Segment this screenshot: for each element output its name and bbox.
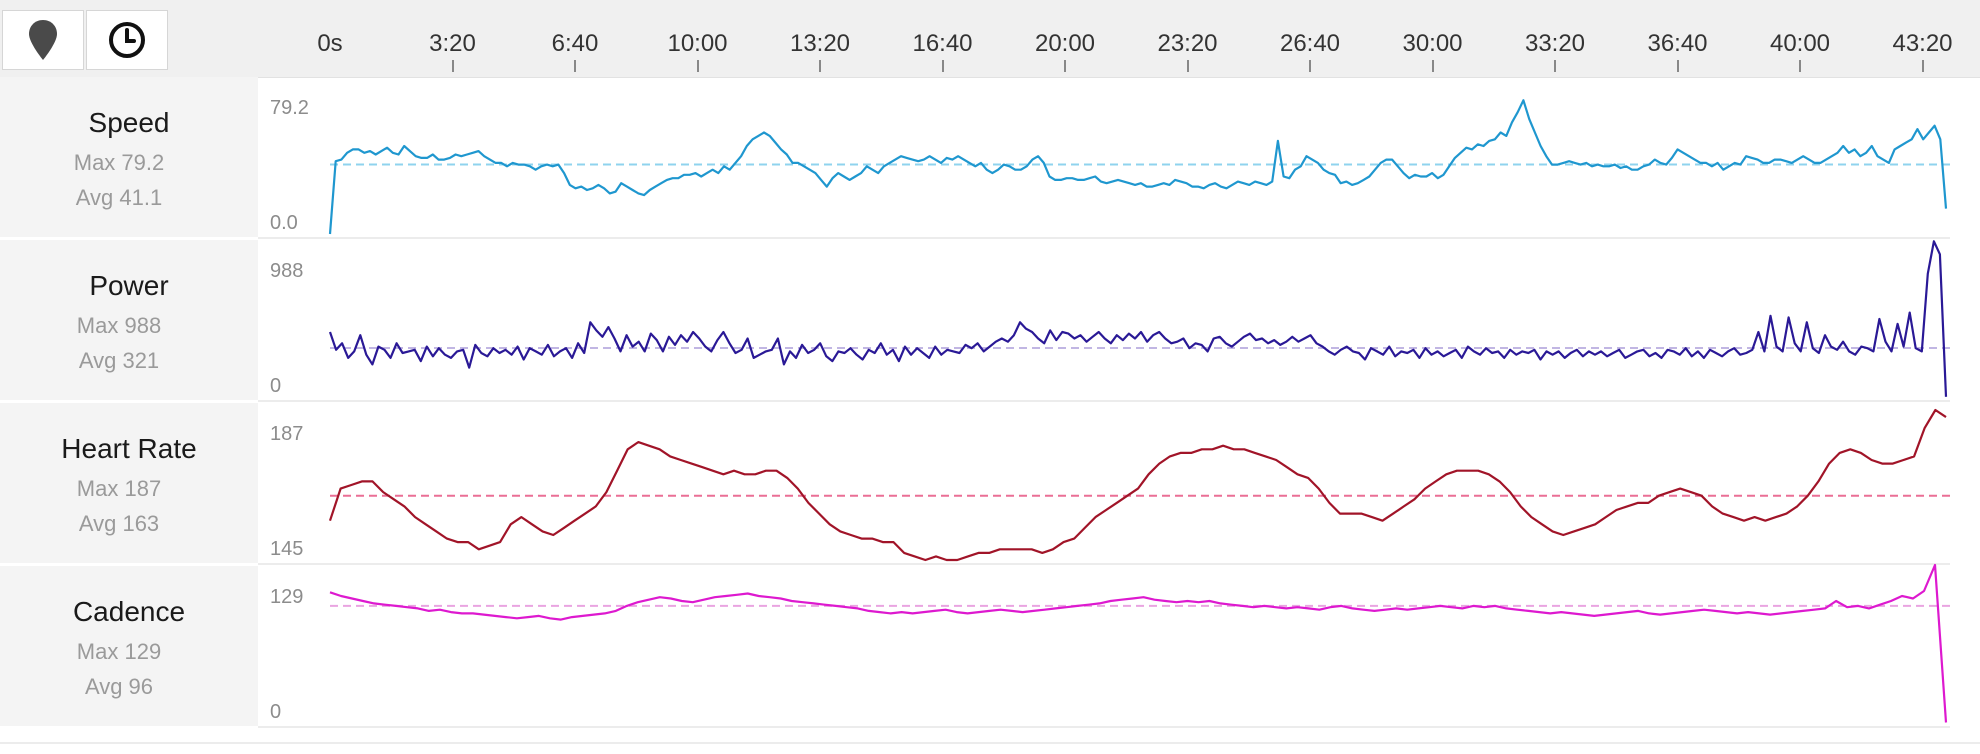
metric-name: Heart Rate <box>61 433 197 464</box>
time-tick-label: 26:40 <box>1279 30 1341 57</box>
metric-avg: Avg 321 <box>78 348 160 373</box>
time-tick-mark <box>941 60 944 72</box>
time-tick-mark <box>1676 60 1679 72</box>
time-tick-mark <box>1186 60 1189 72</box>
time-tick-label: 6:40 <box>551 30 599 57</box>
series-line-heart-rate <box>328 408 1947 562</box>
time-tick-label: 3:20 <box>429 30 476 57</box>
metric-chart-cadence[interactable] <box>258 566 1950 728</box>
y-axis-min-label: 0 <box>270 375 282 397</box>
map-pin-icon <box>29 20 57 60</box>
metric-name: Cadence <box>72 596 186 627</box>
time-tick-mark <box>819 60 821 72</box>
metric-max: Max 187 <box>76 476 162 501</box>
metric-chart-heart-rate[interactable] <box>258 403 1950 565</box>
metric-name: Power <box>89 270 169 301</box>
time-axis-header: 0s 3:20 6:40 10:00 13:20 16:40 20:00 23:20 26:40… <box>0 0 1980 78</box>
y-axis-max-label: 187 <box>270 423 304 445</box>
metric-label-panel-heart-rate: Heart Rate Max 187 Avg 163 <box>0 403 258 565</box>
clock-icon <box>109 22 145 58</box>
metric-chart-speed[interactable] <box>258 77 1950 239</box>
time-tick-label: 23:20 <box>1157 30 1218 57</box>
metric-label-panel-power: Power Max 988 Avg 321 <box>0 240 258 402</box>
series-line-speed <box>328 99 1948 235</box>
series-line-power <box>328 240 1948 397</box>
metric-max: Max 988 <box>76 313 162 338</box>
time-tick-mark <box>1309 60 1311 72</box>
map-view-button[interactable] <box>2 10 84 70</box>
time-tick-mark <box>574 60 576 72</box>
series-line-cadence <box>329 563 1948 723</box>
metric-avg: Avg 96 <box>84 674 154 699</box>
time-tick-mark <box>451 60 454 72</box>
time-tick-label: 36:40 <box>1647 30 1708 57</box>
time-tick-label: 13:20 <box>789 30 851 57</box>
time-tick-mark <box>1554 60 1556 72</box>
time-tick-mark <box>1431 60 1434 72</box>
time-tick-label: 0s <box>317 30 343 57</box>
time-view-button[interactable] <box>86 10 168 70</box>
time-tick-label: 10:00 <box>667 30 728 57</box>
time-tick-label: 33:20 <box>1524 30 1586 57</box>
time-tick-label: 20:00 <box>1034 30 1096 57</box>
time-tick-label: 40:00 <box>1769 30 1831 57</box>
time-tick-mark <box>1064 60 1066 72</box>
y-axis-max-label: 79.2 <box>270 97 309 119</box>
metric-avg: Avg 163 <box>78 511 160 536</box>
metric-avg: Avg 41.1 <box>75 185 163 210</box>
metric-name: Speed <box>88 107 170 138</box>
time-tick-label: 16:40 <box>912 30 973 57</box>
time-tick-mark <box>1799 60 1801 72</box>
time-tick-label: 30:00 <box>1402 30 1463 57</box>
metric-chart-power[interactable] <box>258 240 1950 402</box>
metric-max: Max 79.2 <box>73 150 165 175</box>
metric-max: Max 129 <box>76 639 162 664</box>
time-tick-mark <box>1921 60 1924 72</box>
time-tick-mark <box>696 60 699 72</box>
y-axis-min-label: 0 <box>270 701 282 723</box>
y-axis-min-label: 145 <box>270 538 304 560</box>
metric-label-panel-cadence: Cadence Max 129 Avg 96 <box>0 566 258 728</box>
y-axis-max-label: 988 <box>270 260 304 282</box>
metric-label-panel-speed: Speed Max 79.2 Avg 41.1 <box>0 77 258 239</box>
bottom-divider <box>0 742 1980 744</box>
y-axis-min-label: 0.0 <box>270 212 298 234</box>
y-axis-max-label: 129 <box>270 586 304 608</box>
time-tick-label: 43:20 <box>1892 30 1953 57</box>
